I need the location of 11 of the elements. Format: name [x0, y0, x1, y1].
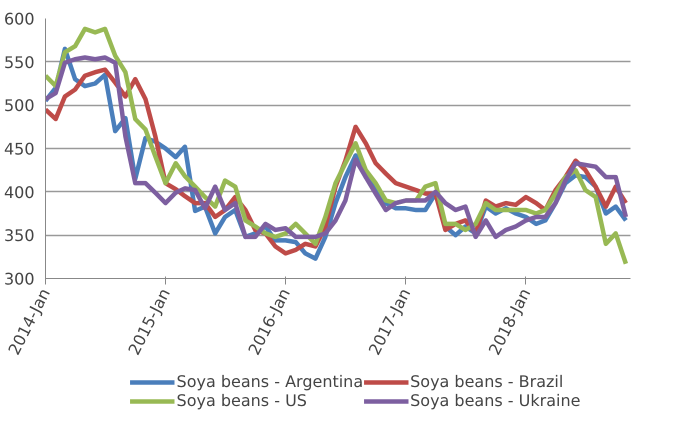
legend-label: Soya beans - Argentina [176, 372, 364, 391]
y-tick-label: 350 [4, 226, 35, 246]
y-tick-label: 550 [4, 52, 35, 72]
y-tick-label: 450 [4, 140, 35, 158]
y-tick-label: 500 [4, 96, 35, 116]
y-tick-label: 400 [4, 182, 35, 202]
y-tick-label: 300 [4, 270, 35, 288]
legend-label: Soya beans - Brazil [410, 372, 564, 391]
legend-label: Soya beans - US [176, 391, 307, 410]
legend-label: Soya beans - Ukraine [410, 391, 580, 410]
y-tick-label: 600 [4, 10, 35, 28]
